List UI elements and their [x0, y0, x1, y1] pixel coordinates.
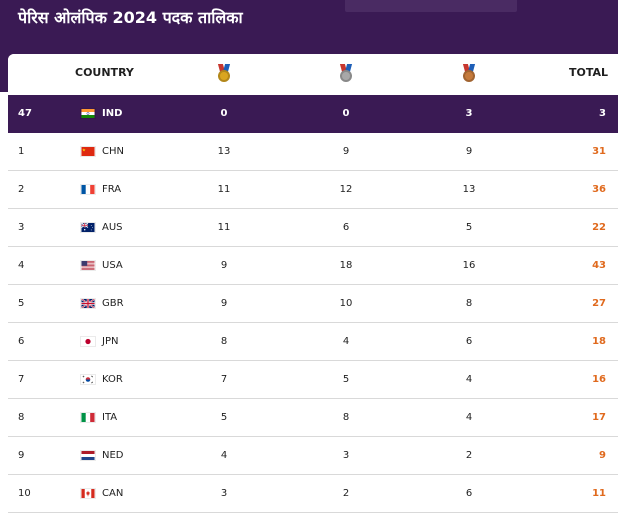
- gold-count-cell: 9: [220, 298, 228, 309]
- bronze-count-cell: 9: [465, 146, 473, 157]
- bronze-count-cell: 13: [462, 184, 476, 195]
- silver-count-cell: 0: [342, 108, 350, 119]
- silver-count-cell: 18: [339, 260, 353, 271]
- country-code-cell: NED: [102, 450, 124, 461]
- france-flag-icon: [80, 184, 96, 195]
- gold-count-cell: 5: [220, 412, 228, 423]
- rank-cell: 3: [18, 222, 25, 233]
- italy-flag-icon: [80, 412, 96, 423]
- bronze-count-cell: 4: [465, 374, 473, 385]
- table-row[interactable]: 9 NED 4 3 2 9: [8, 437, 618, 475]
- bronze-count-cell: 16: [462, 260, 476, 271]
- total-column-header: TOTAL: [568, 66, 608, 79]
- rank-cell: 47: [18, 108, 32, 119]
- table-row[interactable]: 2 FRA 11 12 13 36: [8, 171, 618, 209]
- table-row[interactable]: 3 AUS 11 6 5 22: [8, 209, 618, 247]
- table-row[interactable]: 7 KOR 7 5 4 16: [8, 361, 618, 399]
- total-count-cell: 16: [592, 374, 606, 385]
- country-code-cell: CHN: [102, 146, 124, 157]
- silver-count-cell: 10: [339, 298, 353, 309]
- table-row[interactable]: 4 USA 9 18 16 43: [8, 247, 618, 285]
- gold-count-cell: 7: [220, 374, 228, 385]
- gold-count-cell: 3: [220, 488, 228, 499]
- total-count-cell: 31: [592, 146, 606, 157]
- korea-flag-icon: [80, 374, 96, 385]
- china-flag-icon: [80, 146, 96, 157]
- silver-medal-icon: [339, 64, 353, 84]
- country-code-cell: USA: [102, 260, 123, 271]
- total-count-cell: 22: [592, 222, 606, 233]
- netherlands-flag-icon: [80, 450, 96, 461]
- table-row[interactable]: 5 GBR 9 10 8 27: [8, 285, 618, 323]
- silver-count-cell: 12: [339, 184, 353, 195]
- uk-flag-icon: [80, 298, 96, 309]
- bronze-count-cell: 8: [465, 298, 473, 309]
- table-header: COUNTRY TOTAL: [8, 54, 618, 95]
- total-count-cell: 3: [599, 108, 606, 119]
- bronze-count-cell: 6: [465, 336, 473, 347]
- table-row-highlighted[interactable]: 47 IND 0 0 3 3: [8, 95, 618, 133]
- canada-flag-icon: [80, 488, 96, 499]
- rank-cell: 7: [18, 374, 25, 385]
- gold-count-cell: 8: [220, 336, 228, 347]
- bronze-count-cell: 2: [465, 450, 473, 461]
- bronze-count-cell: 5: [465, 222, 473, 233]
- gold-count-cell: 0: [220, 108, 228, 119]
- table-body: 47 IND 0 0 3 3 1 CHN 13 9 9 31 2: [8, 95, 618, 513]
- rank-cell: 2: [18, 184, 25, 195]
- bronze-medal-icon: [462, 64, 476, 84]
- total-count-cell: 9: [599, 450, 606, 461]
- country-code-cell: AUS: [102, 222, 123, 233]
- country-code-cell: CAN: [102, 488, 124, 499]
- bronze-count-cell: 6: [465, 488, 473, 499]
- rank-cell: 6: [18, 336, 25, 347]
- silver-count-cell: 5: [342, 374, 350, 385]
- india-flag-icon: [80, 108, 96, 119]
- table-row[interactable]: 8 ITA 5 8 4 17: [8, 399, 618, 437]
- silver-count-cell: 4: [342, 336, 350, 347]
- silver-count-cell: 6: [342, 222, 350, 233]
- country-code-cell: IND: [102, 108, 123, 119]
- total-count-cell: 11: [592, 488, 606, 499]
- rank-cell: 8: [18, 412, 25, 423]
- silver-count-cell: 3: [342, 450, 350, 461]
- page-title: पेरिस ओलंपिक 2024 पदक तालिका: [18, 8, 243, 27]
- silver-count-cell: 2: [342, 488, 350, 499]
- rank-cell: 4: [18, 260, 25, 271]
- rank-cell: 10: [18, 488, 31, 499]
- gold-medal-icon: [217, 64, 231, 84]
- total-count-cell: 36: [592, 184, 606, 195]
- australia-flag-icon: [80, 222, 96, 233]
- rank-cell: 1: [18, 146, 25, 157]
- gold-count-cell: 11: [217, 222, 231, 233]
- bronze-count-cell: 3: [465, 108, 473, 119]
- gold-count-cell: 4: [220, 450, 228, 461]
- total-count-cell: 43: [592, 260, 606, 271]
- table-row[interactable]: 6 JPN 8 4 6 18: [8, 323, 618, 361]
- country-column-header: COUNTRY: [75, 66, 134, 79]
- gold-count-cell: 9: [220, 260, 228, 271]
- country-code-cell: JPN: [102, 336, 119, 347]
- rank-cell: 5: [18, 298, 25, 309]
- gold-count-cell: 11: [217, 184, 231, 195]
- total-count-cell: 17: [592, 412, 606, 423]
- country-code-cell: GBR: [102, 298, 124, 309]
- country-code-cell: FRA: [102, 184, 122, 195]
- table-row[interactable]: 1 CHN 13 9 9 31: [8, 133, 618, 171]
- medal-table: COUNTRY TOTAL 47 IND 0 0 3 3 1: [8, 54, 618, 514]
- table-row[interactable]: 10 CAN 3 2 6 11: [8, 475, 618, 513]
- gold-count-cell: 13: [217, 146, 231, 157]
- total-count-cell: 18: [592, 336, 606, 347]
- total-count-cell: 27: [592, 298, 606, 309]
- usa-flag-icon: [80, 260, 96, 271]
- silver-count-cell: 9: [342, 146, 350, 157]
- bronze-count-cell: 4: [465, 412, 473, 423]
- country-code-cell: ITA: [102, 412, 118, 423]
- rank-cell: 9: [18, 450, 25, 461]
- silver-count-cell: 8: [342, 412, 350, 423]
- country-code-cell: KOR: [102, 374, 123, 385]
- header-overlay-strip: [345, 0, 517, 12]
- japan-flag-icon: [80, 336, 96, 347]
